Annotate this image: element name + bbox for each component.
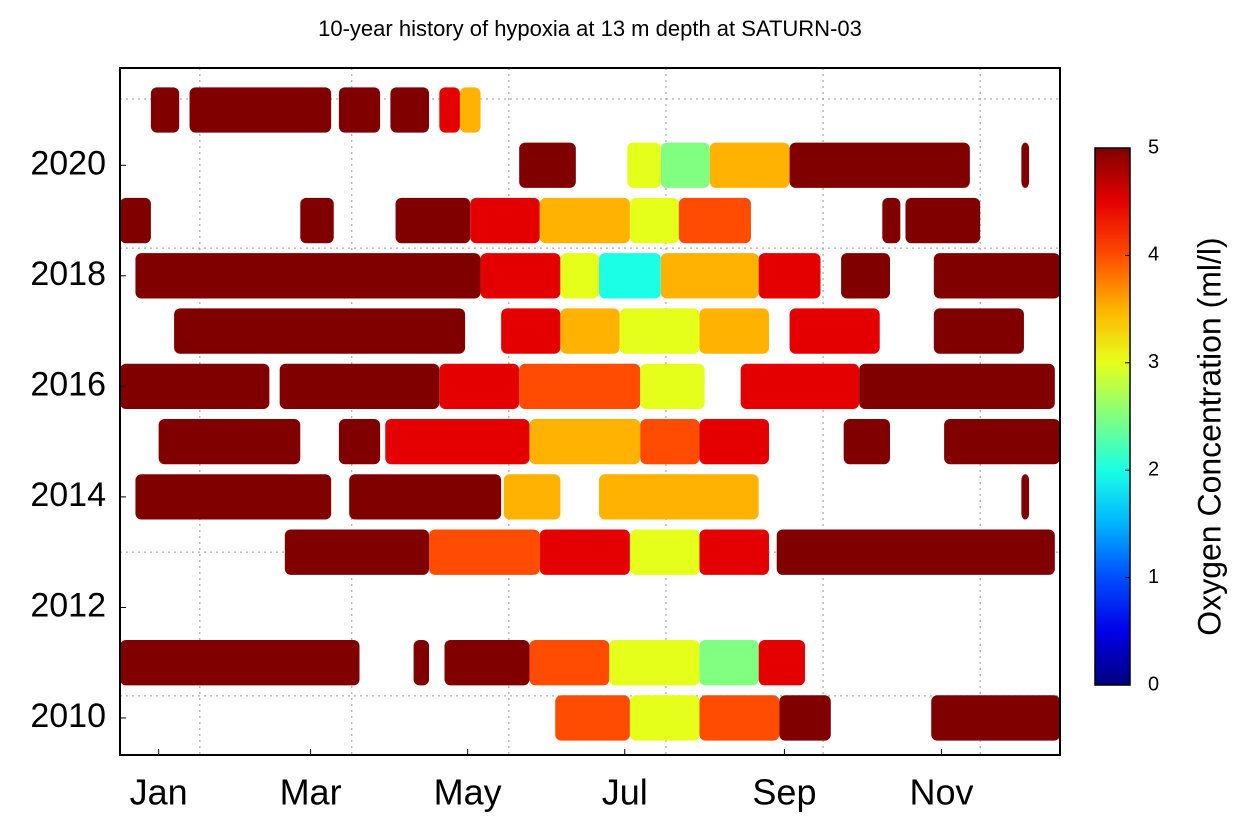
data-segment — [395, 197, 471, 244]
data-segment — [699, 695, 780, 741]
data-segment — [385, 418, 530, 465]
data-segment — [599, 253, 661, 299]
x-tick-label: Mar — [280, 772, 342, 813]
data-segment — [1021, 142, 1030, 188]
colorbar-tick-label: 2 — [1148, 458, 1159, 480]
data-segment — [740, 363, 860, 410]
colorbar — [1094, 147, 1131, 686]
data-segment — [699, 529, 769, 575]
y-tick-label: 2012 — [30, 586, 106, 624]
data-segment — [599, 474, 759, 520]
data-segment — [1021, 474, 1030, 520]
colorbar-tick-label: 1 — [1148, 566, 1159, 588]
data-segment — [439, 363, 520, 410]
data-segment — [629, 197, 679, 244]
data-segment — [135, 253, 481, 299]
data-segment — [619, 308, 700, 354]
colorbar-tick-label: 3 — [1148, 351, 1159, 373]
data-segment — [413, 640, 430, 686]
data-segment — [279, 363, 440, 410]
data-segment — [501, 308, 561, 354]
data-segment — [841, 253, 891, 299]
data-segment — [629, 529, 700, 575]
colorbar-tick-label: 4 — [1148, 244, 1159, 266]
data-segment — [560, 253, 600, 299]
data-segment — [699, 640, 759, 686]
data-segment — [758, 253, 821, 299]
data-segment — [640, 418, 700, 465]
data-segment — [560, 308, 620, 354]
y-tick-label: 2014 — [30, 476, 106, 514]
y-tick-label: 2010 — [30, 697, 106, 735]
data-segment — [709, 142, 790, 188]
y-tick-label: 2020 — [30, 144, 106, 182]
data-segment — [699, 308, 769, 354]
data-segment — [519, 363, 641, 410]
data-segment — [905, 197, 981, 244]
data-segment — [338, 87, 381, 133]
data-segment — [555, 695, 630, 741]
data-segment — [135, 474, 332, 520]
data-segment — [933, 308, 1024, 354]
data-segment — [627, 142, 661, 188]
colorbar-tick-label: 5 — [1148, 136, 1159, 158]
data-segment — [843, 418, 891, 465]
data-segment — [120, 363, 270, 410]
data-segment — [660, 142, 710, 188]
data-segment — [539, 529, 630, 575]
data-segment — [459, 87, 481, 133]
data-segment — [429, 529, 540, 575]
data-segment — [439, 87, 460, 133]
data-segment — [444, 640, 530, 686]
data-segment — [629, 695, 700, 741]
data-segment — [779, 695, 831, 741]
data-segment — [882, 197, 901, 244]
data-segment — [539, 197, 630, 244]
x-tick-label: Sep — [752, 772, 816, 813]
x-tick-label: Jan — [130, 772, 188, 813]
y-tick-label: 2018 — [30, 255, 106, 293]
data-segment — [158, 418, 301, 465]
data-segment — [944, 418, 1060, 465]
data-segment — [776, 529, 1055, 575]
data-segment — [933, 253, 1060, 299]
data-segment — [189, 87, 332, 133]
data-segment — [470, 197, 540, 244]
data-segment — [390, 87, 430, 133]
x-tick-label: May — [434, 772, 502, 813]
colorbar-tick-label: 0 — [1148, 673, 1159, 695]
data-segment — [931, 695, 1060, 741]
chart-title: 10-year history of hypoxia at 13 m depth… — [318, 16, 862, 41]
data-segment — [789, 142, 970, 188]
data-segment — [284, 529, 430, 575]
data-segment — [174, 308, 466, 354]
colorbar-label: Oxygen Concentration (ml/l) — [1191, 237, 1227, 635]
x-tick-label: Jul — [602, 772, 648, 813]
y-tick-label: 2016 — [30, 365, 106, 403]
data-segment — [758, 640, 806, 686]
data-segment — [529, 640, 610, 686]
data-segment — [349, 474, 502, 520]
data-segment — [300, 197, 334, 244]
data-segment — [150, 87, 180, 133]
data-segment — [678, 197, 751, 244]
data-segment — [503, 474, 561, 520]
data-segment — [789, 308, 880, 354]
data-segment — [519, 142, 576, 188]
data-segment — [338, 418, 381, 465]
data-segment — [859, 363, 1055, 410]
data-segment — [480, 253, 561, 299]
data-segment — [699, 418, 769, 465]
data-segment — [120, 640, 360, 686]
data-segment — [120, 197, 151, 244]
plot-frame — [119, 67, 1061, 756]
data-segment — [640, 363, 705, 410]
x-tick-label: Nov — [910, 772, 974, 813]
data-segment — [609, 640, 700, 686]
data-segment — [529, 418, 641, 465]
data-segment — [660, 253, 759, 299]
